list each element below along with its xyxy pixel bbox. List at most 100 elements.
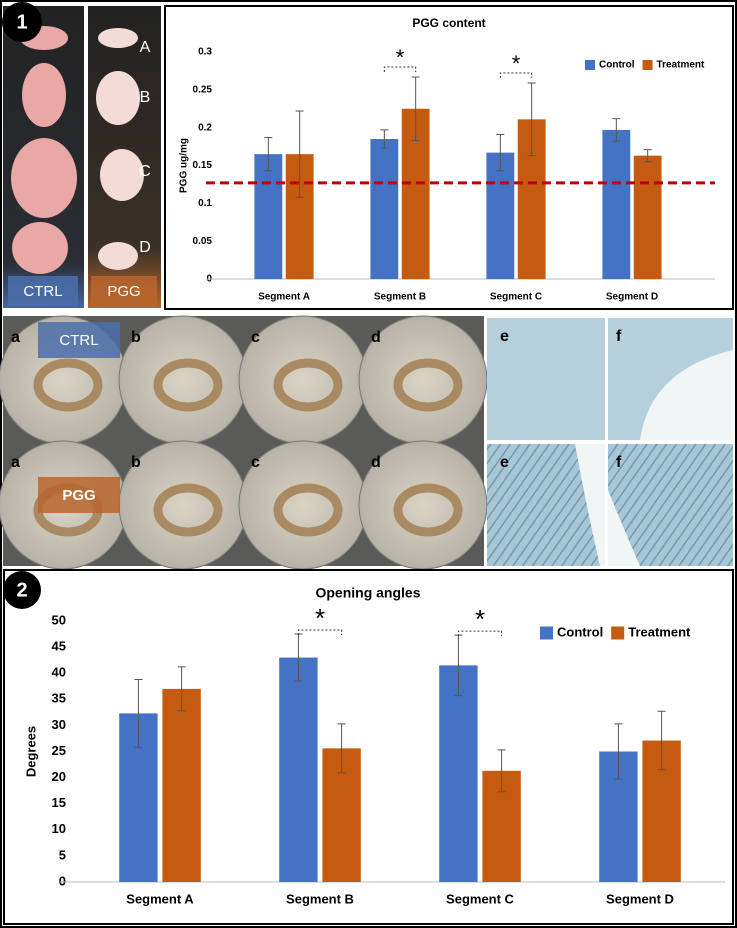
dish-letter: b bbox=[131, 329, 141, 346]
x-tick-label: Segment C bbox=[490, 292, 542, 303]
legend-swatch bbox=[611, 626, 625, 640]
bar bbox=[279, 657, 318, 882]
tissue-ring bbox=[153, 358, 223, 412]
y-tick-label: 0.3 bbox=[198, 47, 212, 58]
y-tick-label: 45 bbox=[52, 639, 66, 654]
error-bar bbox=[177, 666, 186, 712]
error-bar bbox=[527, 82, 536, 157]
y-tick-label: 0.25 bbox=[193, 84, 213, 95]
error-bar bbox=[496, 133, 505, 172]
y-tick-label: 0 bbox=[59, 873, 66, 888]
x-tick-label: Segment D bbox=[606, 891, 674, 906]
error-bar bbox=[264, 137, 273, 172]
y-tick-label: 35 bbox=[52, 691, 66, 706]
panel-badge bbox=[2, 2, 42, 42]
ctrl-tag bbox=[38, 322, 120, 358]
error-bar bbox=[614, 723, 623, 780]
pgg-tissue bbox=[96, 28, 144, 270]
significance-bracket bbox=[383, 66, 417, 72]
histology bbox=[487, 318, 605, 440]
pgg-tag bbox=[38, 477, 120, 513]
error-bar bbox=[497, 749, 506, 793]
legend-swatch bbox=[642, 60, 653, 70]
dish-letter: c bbox=[251, 454, 260, 471]
y-tick-label: 50 bbox=[52, 612, 66, 627]
legend-swatch bbox=[540, 626, 553, 640]
segment-letter: C bbox=[139, 163, 151, 180]
error-bar bbox=[380, 129, 389, 149]
tissue-ring bbox=[273, 483, 343, 537]
legend-label: Treatment bbox=[657, 60, 705, 71]
histology-lumen bbox=[640, 350, 733, 440]
y-tick-label: 15 bbox=[52, 795, 66, 810]
histology-letter: f bbox=[616, 454, 622, 471]
histology-letter: e bbox=[500, 328, 509, 345]
y-tick-label: 40 bbox=[52, 665, 66, 680]
dish-letter: d bbox=[371, 454, 381, 471]
x-tick-label: Segment D bbox=[606, 292, 658, 303]
ctrl-tissue bbox=[11, 26, 77, 274]
dish-ctrl-label: CTRL bbox=[59, 332, 98, 349]
bar bbox=[162, 688, 201, 882]
y-tick-label: 0.05 bbox=[193, 236, 213, 247]
dish-letter: c bbox=[251, 329, 260, 346]
pgg-tag bbox=[91, 276, 157, 306]
x-tick-label: Segment C bbox=[446, 891, 515, 906]
chart-title: Opening angles bbox=[315, 585, 420, 601]
error-bar bbox=[295, 110, 304, 198]
panel-badge bbox=[3, 571, 41, 609]
significance-label: * bbox=[475, 604, 485, 634]
y-axis-label: PGG ug/mg bbox=[179, 138, 190, 193]
y-axis-label: Degrees bbox=[23, 726, 38, 777]
bar bbox=[602, 129, 631, 279]
error-bar bbox=[657, 710, 666, 771]
panel-number: 1 bbox=[16, 11, 27, 33]
y-tick-label: 30 bbox=[52, 717, 66, 732]
y-tick-label: 0.1 bbox=[198, 198, 212, 209]
bar bbox=[486, 152, 515, 279]
significance-bracket bbox=[499, 72, 533, 79]
legend-label: Control bbox=[599, 60, 635, 71]
bar bbox=[439, 665, 478, 882]
histology-lumen bbox=[575, 444, 605, 566]
legend-swatch bbox=[585, 60, 595, 70]
y-tick-label: 0.2 bbox=[198, 122, 212, 133]
significance-label: * bbox=[396, 45, 405, 70]
segment-letter: A bbox=[140, 39, 151, 56]
y-tick-label: 0.15 bbox=[193, 160, 213, 171]
panel-number: 2 bbox=[16, 579, 27, 601]
histology-lumen bbox=[608, 490, 640, 566]
y-tick-label: 25 bbox=[52, 743, 66, 758]
dish-letter: a bbox=[11, 454, 20, 471]
tissue-ring bbox=[393, 483, 463, 537]
chart-title: PGG content bbox=[412, 16, 485, 30]
legend-label: Treatment bbox=[628, 624, 691, 639]
dish-pgg-label: PGG bbox=[62, 487, 95, 504]
x-tick-label: Segment B bbox=[286, 891, 354, 906]
histology-letter: f bbox=[616, 328, 622, 345]
error-bar bbox=[337, 723, 346, 774]
dish-letter: a bbox=[11, 329, 20, 346]
pgg-label: PGG bbox=[107, 283, 140, 300]
bar bbox=[370, 139, 399, 279]
error-bar bbox=[643, 149, 652, 163]
x-tick-label: Segment A bbox=[126, 891, 194, 906]
dish-letter: b bbox=[131, 454, 141, 471]
error-bar bbox=[612, 118, 621, 142]
y-tick-label: 10 bbox=[52, 821, 66, 836]
error-bar bbox=[411, 76, 420, 142]
significance-label: * bbox=[512, 51, 521, 76]
tissue-ring bbox=[393, 358, 463, 412]
histology-letter: e bbox=[500, 454, 509, 471]
dish-letter: d bbox=[371, 329, 381, 346]
error-bar bbox=[134, 678, 143, 748]
segment-letter: B bbox=[140, 89, 151, 106]
tissue-ring bbox=[33, 358, 103, 412]
tissue-ring bbox=[273, 358, 343, 412]
tissue-ring bbox=[153, 483, 223, 537]
dishes: a b c d a b c d bbox=[0, 315, 488, 570]
y-tick-label: 20 bbox=[52, 769, 66, 784]
